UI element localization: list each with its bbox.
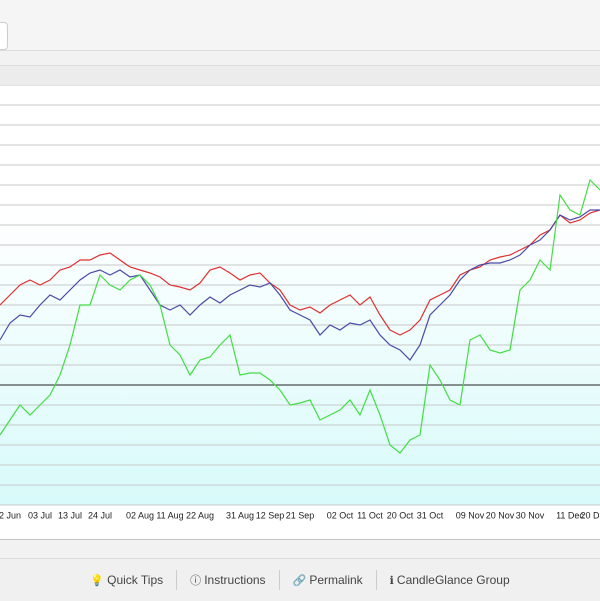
icon: ⓘ — [190, 575, 205, 587]
x-tick-label: 09 Nov — [456, 510, 485, 520]
x-tick-label: 20 Oct — [387, 510, 414, 520]
footer: 💡 Quick Tips ⓘ Instructions 🔗 Permalink ℹ C… — [0, 558, 600, 601]
separator — [375, 570, 377, 590]
footer-link[interactable]: 🔗 Permalink — [293, 573, 363, 587]
x-tick-label: 11 Oct — [357, 510, 383, 520]
x-tick-label: 22 Aug — [186, 510, 214, 520]
icon: 🔗 — [292, 575, 310, 587]
x-tick-label: 13 Jul — [58, 510, 82, 520]
input-box[interactable] — [0, 22, 8, 50]
x-tick-label: 20 D — [580, 510, 600, 520]
separator — [176, 570, 178, 590]
footer-link[interactable]: 💡 Quick Tips — [90, 573, 163, 587]
link-text: CandleGlance Group — [396, 573, 510, 587]
x-tick-label: 12 Sep — [256, 510, 285, 520]
series-line — [0, 209, 600, 336]
link-text: Quick Tips — [107, 573, 164, 587]
x-tick-label: 30 Nov — [516, 510, 545, 520]
separator — [278, 570, 280, 590]
chart: 2 Jun 03 Jul 13 Jul 24 Jul 02 Aug 11 Aug 22 Au… — [0, 85, 600, 540]
icon: 💡 — [90, 575, 108, 587]
x-tick-label: 2 Jun — [0, 510, 21, 520]
footer-link[interactable]: ⓘ Instructions — [190, 572, 265, 588]
footer-link[interactable]: ℹ CandleGlance Group — [390, 573, 510, 587]
x-tick-label: 11 Aug — [156, 510, 183, 520]
x-tick-label: 11 Dec — [556, 510, 584, 520]
toolbar — [0, 0, 600, 51]
x-tick-label: 21 Sep — [286, 510, 315, 520]
icon: ℹ — [389, 575, 397, 587]
x-tick-label: 02 Oct — [327, 510, 354, 520]
x-tick-label: 02 Aug — [126, 510, 154, 520]
panel-header — [0, 65, 600, 86]
x-tick-label: 24 Jul — [88, 510, 112, 520]
link-text: Instructions — [204, 573, 266, 587]
link-text: Permalink — [309, 573, 363, 587]
x-tick-label: 20 Nov — [486, 510, 515, 520]
plot-bg — [0, 85, 600, 505]
series-line — [0, 178, 600, 454]
series-line — [0, 209, 600, 361]
x-tick-label: 31 Aug — [226, 510, 254, 520]
x-tick-label: 03 Jul — [28, 510, 52, 520]
x-tick-label: 31 Oct — [417, 510, 444, 520]
